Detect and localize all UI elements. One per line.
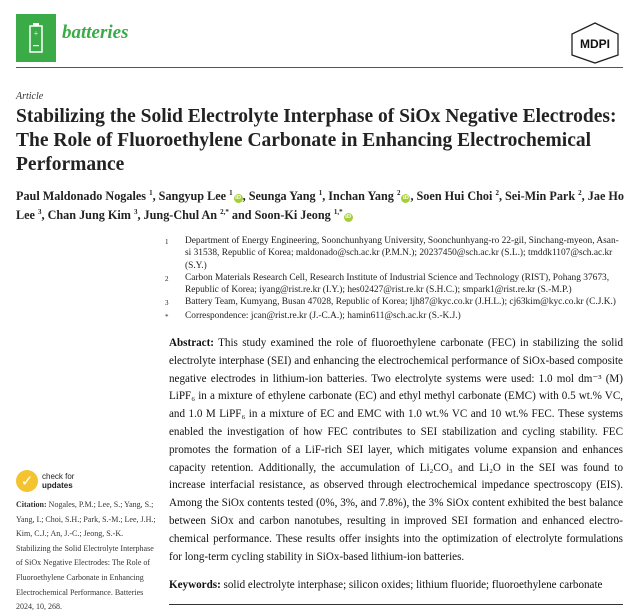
affiliation-item: 1 Department of Energy Engineering, Soonc… — [165, 235, 625, 272]
battery-icon: + — [29, 23, 43, 53]
citation-label: Citation: — [16, 500, 47, 509]
author-name: Soen Hui Choi — [416, 189, 493, 203]
author-affiliation-sup: 2,* — [220, 207, 229, 216]
citation-text: Nogales, P.M.; Lee, S.; Yang, S.; Yang, … — [16, 500, 156, 612]
author: Seunga Yang 1 — [249, 189, 323, 203]
author-affiliation-sup: 3 — [133, 207, 138, 216]
author-affiliation-sup: 1 — [149, 188, 153, 197]
citation: Citation: Nogales, P.M.; Lee, S.; Yang, … — [16, 498, 156, 615]
article-type: Article — [16, 91, 44, 102]
author-name: Jung-Chul An — [143, 208, 218, 222]
author: Chan Jung Kim 3 — [48, 208, 138, 222]
author: Inchan Yang 2iD — [328, 188, 411, 203]
section-divider — [169, 604, 623, 606]
author-name: Sei-Min Park — [505, 189, 576, 203]
svg-text:+: + — [34, 29, 39, 38]
keywords: Keywords: solid electrolyte interphase; … — [169, 576, 623, 594]
affiliation-number: 3 — [165, 299, 169, 308]
author: Soon-Ki Jeong 1,*iD — [255, 208, 353, 222]
author-name: Soon-Ki Jeong — [254, 208, 331, 222]
author-name: Paul Maldonado Nogales — [16, 189, 147, 203]
abstract-label: Abstract: — [169, 337, 214, 350]
author: Jung-Chul An 2,* — [144, 208, 229, 222]
check-for-updates-button[interactable]: ✓ check for updates — [16, 470, 74, 492]
author-affiliation-sup: 1 — [318, 188, 323, 197]
author-affiliation-sup: 1,* — [333, 207, 343, 216]
affiliation-number: 1 — [165, 238, 169, 246]
affiliation-item: 3 Battery Team, Kumyang, Busan 47028, Rep… — [165, 296, 625, 309]
orcid-icon[interactable]: iD — [233, 194, 243, 203]
affiliation-text: Department of Energy Engineering, Soonch… — [185, 236, 619, 271]
author: Paul Maldonado Nogales 1 — [16, 189, 153, 203]
author-name: Jae Ho Lee — [16, 189, 624, 222]
affiliation-number: 2 — [165, 274, 169, 283]
orcid-icon[interactable]: iD — [343, 213, 353, 222]
affiliation-text: Battery Team, Kumyang, Busan 47028, Repu… — [185, 297, 616, 308]
abstract-text: This study examined the role of fluoroet… — [169, 337, 623, 563]
orcid-icon[interactable]: iD — [401, 194, 411, 203]
author-affiliation-sup: 3 — [38, 207, 42, 216]
author: Soen Hui Choi 2 — [417, 189, 499, 203]
checkmark-icon: ✓ — [16, 470, 38, 492]
author-name: Sangyup Lee — [158, 189, 227, 203]
author-name: Chan Jung Kim — [47, 208, 131, 222]
affiliation-number: * — [165, 312, 169, 321]
author-name: Seunga Yang — [248, 189, 316, 203]
journal-logo: + — [16, 14, 56, 62]
keywords-label: Keywords: — [169, 579, 221, 592]
affiliation-item: * Correspondence: jcan@rist.re.kr (J.-C.A… — [165, 310, 625, 323]
author: Sangyup Lee 1iD — [159, 189, 243, 203]
and-text: and — [231, 208, 252, 222]
check-line1: check for — [42, 472, 75, 481]
header-divider — [16, 67, 623, 68]
svg-text:MDPI: MDPI — [580, 37, 610, 51]
affiliation-item: 2 Carbon Materials Research Cell, Researc… — [165, 272, 625, 297]
journal-name: batteries — [62, 22, 129, 43]
author-affiliation-sup: 1 — [229, 188, 233, 197]
author-name: Inchan Yang — [328, 189, 394, 203]
author-affiliation-sup: 2 — [495, 188, 499, 197]
affiliation-text: Carbon Materials Research Cell, Research… — [185, 272, 610, 296]
publisher-logo: MDPI — [570, 22, 620, 64]
keywords-text: solid electrolyte interphase; silicon ox… — [223, 579, 603, 592]
affiliation-text: Correspondence: jcan@rist.re.kr (J.-C.A.… — [185, 310, 461, 321]
author: Sei-Min Park 2 — [505, 189, 582, 203]
author-affiliation-sup: 2 — [578, 188, 582, 197]
author-list: Paul Maldonado Nogales 1, Sangyup Lee 1i… — [16, 188, 624, 222]
abstract: Abstract: This study examined the role o… — [169, 335, 623, 566]
check-line2: updates — [42, 481, 73, 490]
article-title: Stabilizing the Solid Electrolyte Interp… — [16, 106, 617, 175]
author: Jae Ho Lee 3 — [16, 189, 624, 222]
affiliations: 1 Department of Energy Engineering, Soonc… — [165, 235, 625, 323]
article-front-matter: Article Stabilizing the Solid Electrolyt… — [16, 90, 626, 606]
author-affiliation-sup: 2 — [396, 188, 401, 197]
